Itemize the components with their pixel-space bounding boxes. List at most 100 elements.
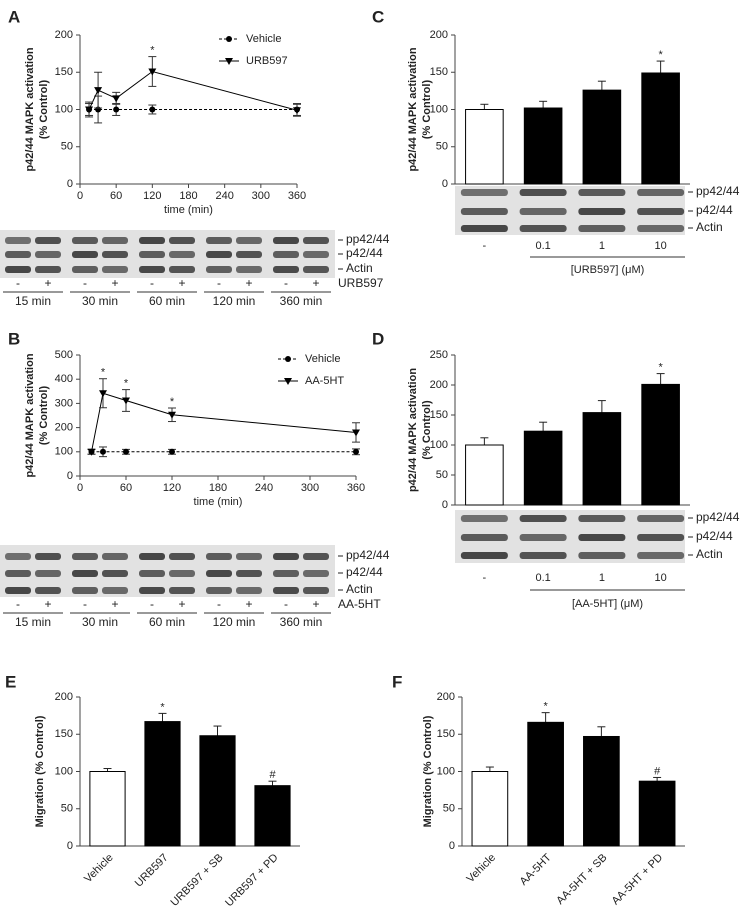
blot-band bbox=[637, 225, 685, 232]
blot-band bbox=[72, 570, 98, 577]
y-tick-label: 150 bbox=[437, 728, 455, 740]
panel-letter: A bbox=[8, 7, 20, 26]
marker bbox=[122, 397, 130, 405]
lane-label: + bbox=[245, 597, 252, 611]
blot-band bbox=[273, 237, 299, 244]
y-tick-label: 50 bbox=[443, 803, 455, 815]
blot-band bbox=[236, 587, 262, 594]
lane-label: + bbox=[312, 276, 319, 290]
marker bbox=[284, 378, 292, 385]
y-tick-label: 0 bbox=[67, 178, 73, 190]
blot-band bbox=[35, 587, 61, 594]
blot-band bbox=[578, 552, 626, 559]
x-axis-label: [AA-5HT] (μM) bbox=[572, 598, 643, 610]
blot-band bbox=[139, 251, 165, 258]
blot-band bbox=[5, 237, 31, 244]
y-axis-label: Migration (% Control) bbox=[422, 715, 434, 827]
significance: * bbox=[124, 378, 129, 390]
bar bbox=[199, 735, 236, 847]
bar bbox=[582, 412, 622, 506]
blot-band bbox=[578, 225, 626, 232]
panel-letter: F bbox=[392, 672, 402, 691]
lane-label: + bbox=[111, 276, 118, 290]
blot-band bbox=[578, 515, 626, 522]
blot-row-label: p42/44 bbox=[346, 246, 383, 260]
lane-label: - bbox=[16, 597, 20, 611]
x-tick-label: 360 bbox=[347, 482, 365, 494]
group-label: 30 min bbox=[82, 294, 118, 308]
blot-band bbox=[460, 189, 508, 196]
y-tick-label: 200 bbox=[430, 29, 448, 41]
x-tick-label: 0 bbox=[77, 482, 83, 494]
marker bbox=[169, 448, 175, 455]
x-tick-label: 180 bbox=[179, 190, 197, 202]
x-tick-label: 300 bbox=[252, 190, 270, 202]
lane-label: + bbox=[312, 597, 319, 611]
y-tick-label: 100 bbox=[55, 765, 73, 777]
blot-band bbox=[519, 552, 567, 559]
blot-band bbox=[460, 225, 508, 232]
x-axis-label: time (min) bbox=[194, 496, 243, 508]
blot-band bbox=[236, 553, 262, 560]
marker bbox=[225, 58, 233, 65]
lane-label: + bbox=[44, 597, 51, 611]
blot-band bbox=[273, 587, 299, 594]
y-tick-label: 250 bbox=[430, 349, 448, 361]
blot-band bbox=[519, 225, 567, 232]
blot-band bbox=[273, 553, 299, 560]
significance: # bbox=[269, 769, 276, 781]
group-label: 60 min bbox=[149, 615, 185, 629]
marker bbox=[87, 448, 96, 456]
x-tick-label: - bbox=[483, 240, 487, 252]
blot-row-label: Actin bbox=[346, 261, 373, 275]
lane-label: - bbox=[83, 276, 87, 290]
blot-band bbox=[102, 266, 128, 273]
significance: * bbox=[101, 367, 106, 379]
blot-band bbox=[303, 553, 329, 560]
marker bbox=[112, 95, 121, 103]
blot-band bbox=[236, 266, 262, 273]
y-tick-label: 100 bbox=[55, 103, 73, 115]
y-tick-label: 200 bbox=[55, 691, 73, 703]
blot-band bbox=[72, 251, 98, 258]
x-tick-label: 300 bbox=[301, 482, 319, 494]
blot-row-label: pp42/44 bbox=[346, 548, 390, 562]
blot-band bbox=[519, 534, 567, 541]
blot-band bbox=[637, 552, 685, 559]
bar bbox=[582, 89, 622, 185]
y-tick-label: 150 bbox=[55, 66, 73, 78]
x-tick-label: 0 bbox=[77, 190, 83, 202]
lane-label: - bbox=[150, 276, 154, 290]
bar bbox=[465, 444, 504, 506]
blot-band bbox=[303, 237, 329, 244]
blot-band bbox=[236, 570, 262, 577]
blot-band bbox=[5, 553, 31, 560]
blot-row-label: p42/44 bbox=[696, 529, 733, 543]
blot-band bbox=[35, 570, 61, 577]
bar bbox=[471, 771, 509, 847]
x-tick-label: 1 bbox=[599, 240, 605, 252]
blot-band bbox=[206, 587, 232, 594]
bar bbox=[583, 735, 620, 847]
blot-band bbox=[273, 266, 299, 273]
y-tick-label: 50 bbox=[61, 803, 73, 815]
bar bbox=[641, 383, 680, 506]
significance: * bbox=[160, 701, 165, 713]
blot-row-label: Actin bbox=[696, 220, 723, 234]
y-axis-label: Migration (% Control) bbox=[34, 715, 46, 827]
x-tick-label: 0.1 bbox=[535, 240, 550, 252]
blot-band bbox=[578, 208, 626, 215]
x-tick-label: 0.1 bbox=[535, 572, 550, 584]
blot-band bbox=[72, 553, 98, 560]
blot-band bbox=[206, 251, 232, 258]
blot-row-label: p42/44 bbox=[696, 203, 733, 217]
y-tick-label: 0 bbox=[442, 499, 448, 511]
group-label: 360 min bbox=[280, 294, 323, 308]
blot-band bbox=[303, 266, 329, 273]
blot-band bbox=[102, 553, 128, 560]
blot-band bbox=[35, 237, 61, 244]
y-tick-label: 0 bbox=[449, 840, 455, 852]
lane-label: - bbox=[16, 276, 20, 290]
x-tick-label: - bbox=[483, 572, 487, 584]
